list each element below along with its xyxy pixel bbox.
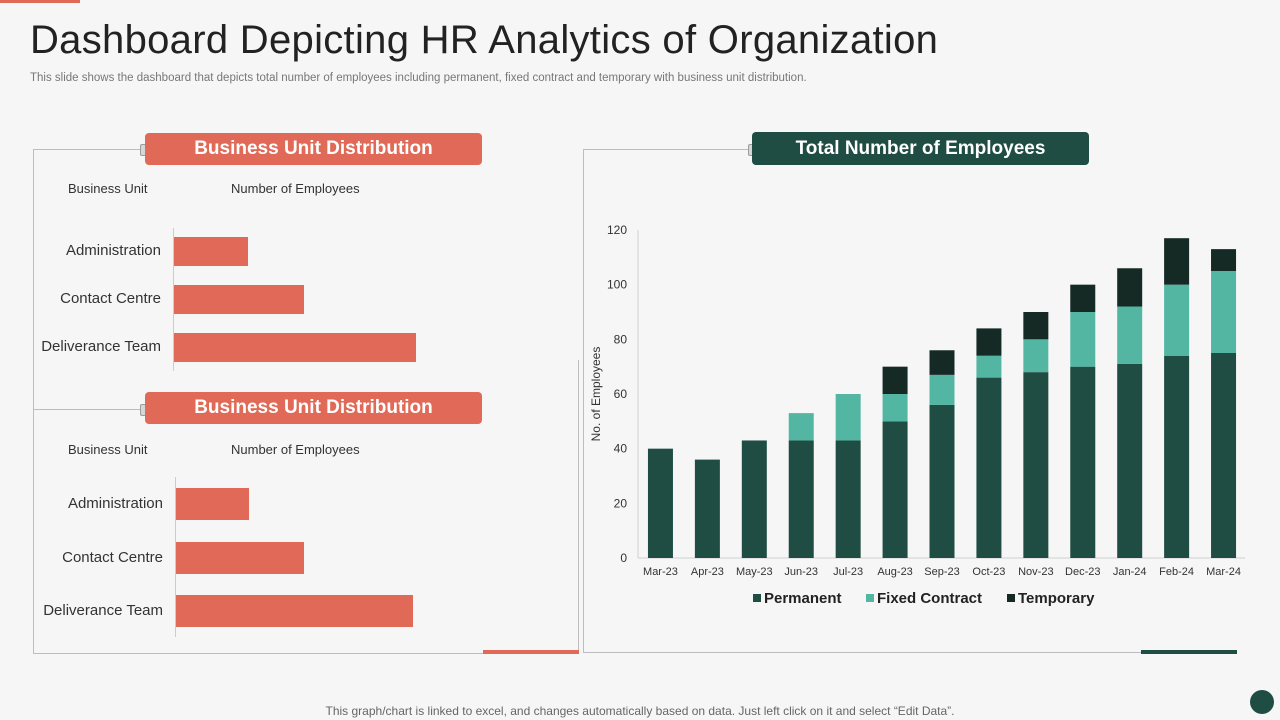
- total-employees-chart: 0 20 40 60 80 100 120 No. of Employees Mar-23 Apr…: [589, 223, 1245, 607]
- bar-permanent: [835, 440, 861, 558]
- business-unit-bar: [176, 595, 414, 627]
- bar-permanent: [1023, 372, 1049, 558]
- right-accent-bar: [1141, 650, 1237, 654]
- bar-permanent: [647, 448, 673, 558]
- x-tick-label: Mar-24: [1206, 566, 1241, 578]
- bar-axis: [173, 228, 174, 371]
- business-unit-bar: [176, 488, 249, 520]
- bar-permanent: [788, 440, 814, 558]
- column-header-employee-count: Number of Employees: [231, 442, 360, 457]
- bar-fixed-contract: [882, 394, 908, 422]
- y-tick-label: 100: [607, 278, 627, 292]
- top-accent-bar: [0, 0, 80, 3]
- business-unit-label: Contact Centre: [60, 290, 161, 307]
- footer-note: This graph/chart is linked to excel, and…: [325, 704, 955, 718]
- total-employees-header: Total Number of Employees: [752, 132, 1089, 165]
- column-header-employee-count: Number of Employees: [231, 181, 360, 196]
- bar-axis: [175, 477, 176, 637]
- bar-permanent: [1164, 355, 1190, 558]
- bar-fixed-contract: [1023, 339, 1049, 373]
- right-frame-border: [583, 149, 584, 653]
- business-unit-header-2: Business Unit Distribution: [145, 392, 482, 424]
- bar-fixed-contract: [788, 413, 814, 441]
- bar-permanent: [694, 459, 720, 558]
- business-unit-label: Administration: [67, 495, 163, 512]
- bar-fixed-contract: [976, 355, 1002, 378]
- y-tick-label: 120: [607, 223, 627, 237]
- x-tick-label: Apr-23: [691, 566, 724, 578]
- y-tick-label: 20: [614, 496, 628, 510]
- bar-fixed-contract: [835, 394, 861, 441]
- left-frame-border: [33, 149, 34, 654]
- y-tick-label: 0: [620, 551, 627, 565]
- x-tick-label: Jan-24: [1113, 566, 1147, 578]
- bar-temporary: [1023, 312, 1049, 340]
- bar-permanent: [1117, 363, 1143, 558]
- bar-permanent: [1070, 366, 1096, 558]
- right-frame-bottom-border: [583, 652, 1237, 653]
- x-tick-label: Dec-23: [1065, 566, 1100, 578]
- y-tick-label: 40: [614, 442, 628, 456]
- legend-swatch: [1007, 594, 1015, 602]
- y-axis-label: No. of Employees: [589, 347, 603, 442]
- business-unit-bar: [174, 236, 249, 266]
- bar-fixed-contract: [929, 374, 955, 405]
- x-tick-label: Sep-23: [924, 566, 959, 578]
- bar-permanent: [929, 404, 955, 558]
- page-title: Dashboard Depicting HR Analytics of Orga…: [30, 18, 939, 62]
- x-tick-label: Mar-23: [643, 566, 678, 578]
- business-unit-bar: [176, 541, 304, 574]
- x-tick-label: Oct-23: [972, 566, 1005, 578]
- legend-label: Permanent: [764, 590, 842, 607]
- bar-temporary: [976, 328, 1002, 356]
- business-unit-label: Administration: [65, 242, 161, 259]
- business-unit-label: Contact Centre: [62, 548, 163, 566]
- left-frame-mid-connector: [33, 409, 145, 410]
- legend-swatch: [866, 594, 874, 602]
- bar-permanent: [882, 421, 908, 558]
- y-tick-label: 60: [614, 387, 628, 401]
- bar-fixed-contract: [1117, 306, 1143, 364]
- y-tick-label: 80: [614, 332, 628, 346]
- left-frame-top-connector: [33, 149, 145, 150]
- corner-circle: [1250, 690, 1274, 714]
- left-frame-bottom-border: [33, 653, 579, 654]
- bar-temporary: [1164, 238, 1190, 285]
- legend-label: Fixed Contract: [877, 590, 982, 607]
- column-header-business-unit: Business Unit: [68, 442, 148, 457]
- business-unit-label: Deliverance Team: [41, 338, 161, 355]
- legend-label: Temporary: [1018, 590, 1095, 607]
- right-frame-top-connector: [583, 149, 753, 150]
- x-tick-label: Jul-23: [833, 566, 863, 578]
- bar-temporary: [1070, 284, 1096, 312]
- bar-permanent: [741, 440, 767, 558]
- left-frame-right-border: [578, 360, 579, 654]
- legend-swatch: [753, 594, 761, 602]
- x-tick-label: Nov-23: [1018, 566, 1053, 578]
- x-tick-label: Jun-23: [784, 566, 818, 578]
- x-tick-label: May-23: [736, 566, 773, 578]
- x-tick-label: Feb-24: [1159, 566, 1194, 578]
- bar-fixed-contract: [1070, 312, 1096, 367]
- bar-temporary: [1117, 268, 1143, 307]
- bar-permanent: [1211, 353, 1237, 558]
- bar-fixed-contract: [1211, 271, 1237, 353]
- business-unit-label: Deliverance Team: [43, 602, 163, 619]
- business-unit-bar: [174, 284, 305, 314]
- bar-temporary: [882, 366, 908, 394]
- page-subtitle: This slide shows the dashboard that depi…: [30, 72, 807, 84]
- bar-temporary: [1211, 249, 1237, 271]
- left-accent-bar: [483, 650, 579, 654]
- business-unit-bar: [174, 332, 416, 362]
- x-tick-label: Aug-23: [877, 566, 912, 578]
- bar-fixed-contract: [1164, 284, 1190, 356]
- business-unit-header-1: Business Unit Distribution: [145, 133, 482, 165]
- bar-permanent: [976, 377, 1002, 558]
- column-header-business-unit: Business Unit: [68, 181, 148, 196]
- bar-temporary: [929, 350, 955, 375]
